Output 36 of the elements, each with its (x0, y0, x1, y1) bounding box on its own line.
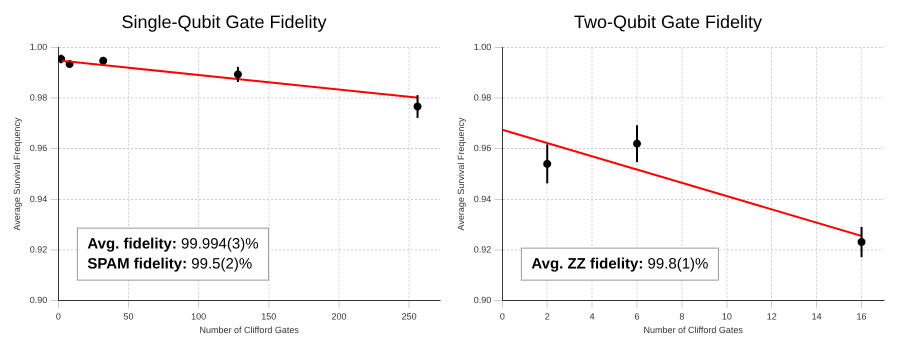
y-tick-label: 0.96 (474, 143, 492, 154)
x-tick-label: 50 (123, 311, 134, 322)
y-tick-label: 0.98 (474, 92, 492, 103)
x-tick-label: 8 (679, 311, 684, 322)
x-tick-label: 14 (812, 311, 822, 322)
y-tick-label: 0.90 (474, 294, 492, 305)
x-tick-label: 6 (634, 311, 640, 322)
y-axis-title: Average Survival Frequency (12, 117, 22, 230)
y-tick-label: 0.90 (30, 294, 48, 305)
annotation: SPAM fidelity: 99.5(2)% (87, 255, 252, 272)
y-tick-label: 0.94 (30, 194, 48, 204)
chart-title: Single-Qubit Gate Fidelity (121, 12, 327, 32)
x-tick-label: 0 (56, 311, 61, 322)
y-tick-label: 0.98 (30, 92, 48, 103)
y-tick-label: 1.00 (30, 42, 48, 52)
y-tick-label: 0.96 (30, 143, 48, 154)
x-tick-label: 100 (191, 311, 206, 322)
y-tick-label: 0.92 (474, 244, 492, 254)
x-tick-label: 12 (766, 311, 777, 322)
x-tick-label: 250 (402, 311, 417, 322)
x-tick-label: 200 (331, 311, 346, 322)
x-axis-title: Number of Clifford Gates (199, 325, 300, 336)
annotation: Avg. ZZ fidelity: 99.8(1)% (531, 255, 708, 272)
chart-title: Two-Qubit Gate Fidelity (574, 12, 762, 32)
x-tick-label: 10 (722, 311, 732, 322)
y-tick-label: 0.92 (30, 244, 48, 254)
x-tick-label: 2 (544, 311, 550, 322)
x-tick-label: 150 (261, 311, 276, 322)
y-tick-label: 1.00 (474, 42, 492, 52)
annotation: Avg. fidelity: 99.994(3)% (87, 235, 259, 252)
y-axis-title: Average Survival Frequency (456, 117, 466, 230)
y-tick-label: 0.94 (474, 194, 492, 204)
x-tick-label: 16 (856, 311, 867, 322)
x-tick-label: 4 (590, 311, 595, 322)
x-tick-label: 0 (500, 311, 505, 322)
x-axis-title: Number of Clifford Gates (643, 325, 744, 336)
